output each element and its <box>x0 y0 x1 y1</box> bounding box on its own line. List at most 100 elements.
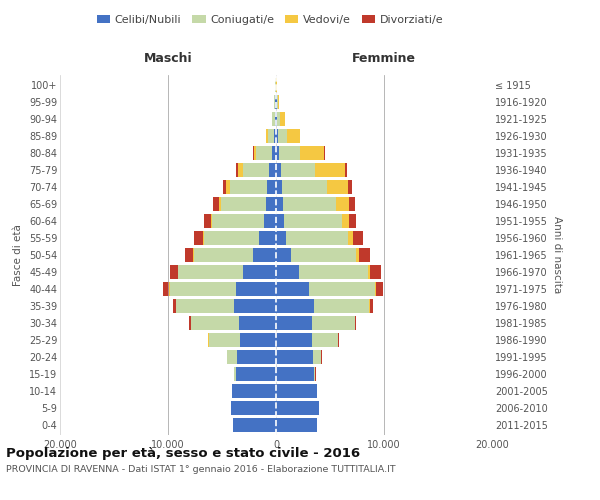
Bar <box>235 282 276 296</box>
Bar <box>276 384 317 398</box>
Bar <box>355 316 356 330</box>
Bar <box>278 129 287 143</box>
Bar <box>359 248 370 262</box>
Bar <box>259 231 276 245</box>
Bar <box>232 384 276 398</box>
Legend: Celibi/Nubili, Coniugati/e, Vedovi/e, Divorziati/e: Celibi/Nubili, Coniugati/e, Vedovi/e, Di… <box>92 10 448 29</box>
Bar <box>349 231 353 245</box>
Bar <box>327 180 349 194</box>
Bar <box>349 214 356 228</box>
Bar <box>277 112 280 126</box>
Bar <box>194 231 203 245</box>
Bar <box>238 163 242 177</box>
Bar <box>227 350 237 364</box>
Bar <box>263 214 276 228</box>
Bar <box>290 248 356 262</box>
Bar <box>274 129 276 143</box>
Text: Maschi: Maschi <box>143 52 193 65</box>
Bar <box>276 299 314 313</box>
Bar <box>276 180 282 194</box>
Bar <box>274 95 275 109</box>
Bar <box>221 197 266 211</box>
Bar <box>279 146 300 160</box>
Bar <box>268 129 274 143</box>
Bar <box>312 316 355 330</box>
Bar <box>272 112 275 126</box>
Bar <box>219 197 221 211</box>
Bar <box>240 333 276 347</box>
Bar <box>236 367 276 381</box>
Bar <box>275 95 276 109</box>
Bar <box>170 282 235 296</box>
Bar <box>314 367 316 381</box>
Bar <box>342 214 349 228</box>
Text: Popolazione per età, sesso e stato civile - 2016: Popolazione per età, sesso e stato civil… <box>6 448 360 460</box>
Bar <box>276 146 279 160</box>
Bar <box>191 316 239 330</box>
Bar <box>370 299 373 313</box>
Bar <box>276 350 313 364</box>
Bar <box>173 299 176 313</box>
Bar <box>282 180 327 194</box>
Bar <box>281 163 315 177</box>
Bar <box>276 333 312 347</box>
Bar <box>235 299 276 313</box>
Bar <box>223 180 226 194</box>
Bar <box>324 146 325 160</box>
Bar <box>370 265 381 279</box>
Bar <box>242 163 269 177</box>
Bar <box>266 129 268 143</box>
Bar <box>284 214 342 228</box>
Bar <box>235 367 236 381</box>
Bar <box>256 146 272 160</box>
Bar <box>314 299 370 313</box>
Bar <box>239 316 276 330</box>
Bar <box>286 231 349 245</box>
Bar <box>376 282 383 296</box>
Bar <box>214 197 219 211</box>
Text: Femmine: Femmine <box>352 52 416 65</box>
Bar <box>170 265 178 279</box>
Bar <box>299 265 368 279</box>
Bar <box>233 418 276 432</box>
Bar <box>190 316 191 330</box>
Bar <box>272 146 276 160</box>
Bar <box>277 95 278 109</box>
Bar <box>368 265 370 279</box>
Bar <box>312 333 338 347</box>
Bar <box>349 197 355 211</box>
Y-axis label: Fasce di età: Fasce di età <box>13 224 23 286</box>
Bar <box>253 146 254 160</box>
Bar <box>337 197 349 211</box>
Bar <box>185 248 193 262</box>
Bar <box>276 316 312 330</box>
Bar <box>254 146 256 160</box>
Bar <box>231 401 276 415</box>
Bar <box>345 163 347 177</box>
Bar <box>253 248 276 262</box>
Bar <box>315 163 345 177</box>
Text: PROVINCIA DI RAVENNA - Dati ISTAT 1° gennaio 2016 - Elaborazione TUTTITALIA.IT: PROVINCIA DI RAVENNA - Dati ISTAT 1° gen… <box>6 466 395 474</box>
Bar <box>230 180 267 194</box>
Bar <box>349 180 352 194</box>
Bar <box>276 129 278 143</box>
Bar <box>267 180 276 194</box>
Bar <box>356 248 359 262</box>
Bar <box>276 197 283 211</box>
Bar <box>276 418 317 432</box>
Bar <box>212 214 263 228</box>
Bar <box>276 214 284 228</box>
Bar <box>163 282 169 296</box>
Bar <box>236 163 238 177</box>
Y-axis label: Anni di nascita: Anni di nascita <box>551 216 562 294</box>
Bar <box>269 163 276 177</box>
Bar <box>211 214 212 228</box>
Bar <box>276 367 314 381</box>
Bar <box>242 265 276 279</box>
Bar <box>276 95 277 109</box>
Bar <box>283 197 337 211</box>
Bar <box>353 231 363 245</box>
Bar <box>209 333 240 347</box>
Bar <box>275 112 276 126</box>
Bar <box>276 231 286 245</box>
